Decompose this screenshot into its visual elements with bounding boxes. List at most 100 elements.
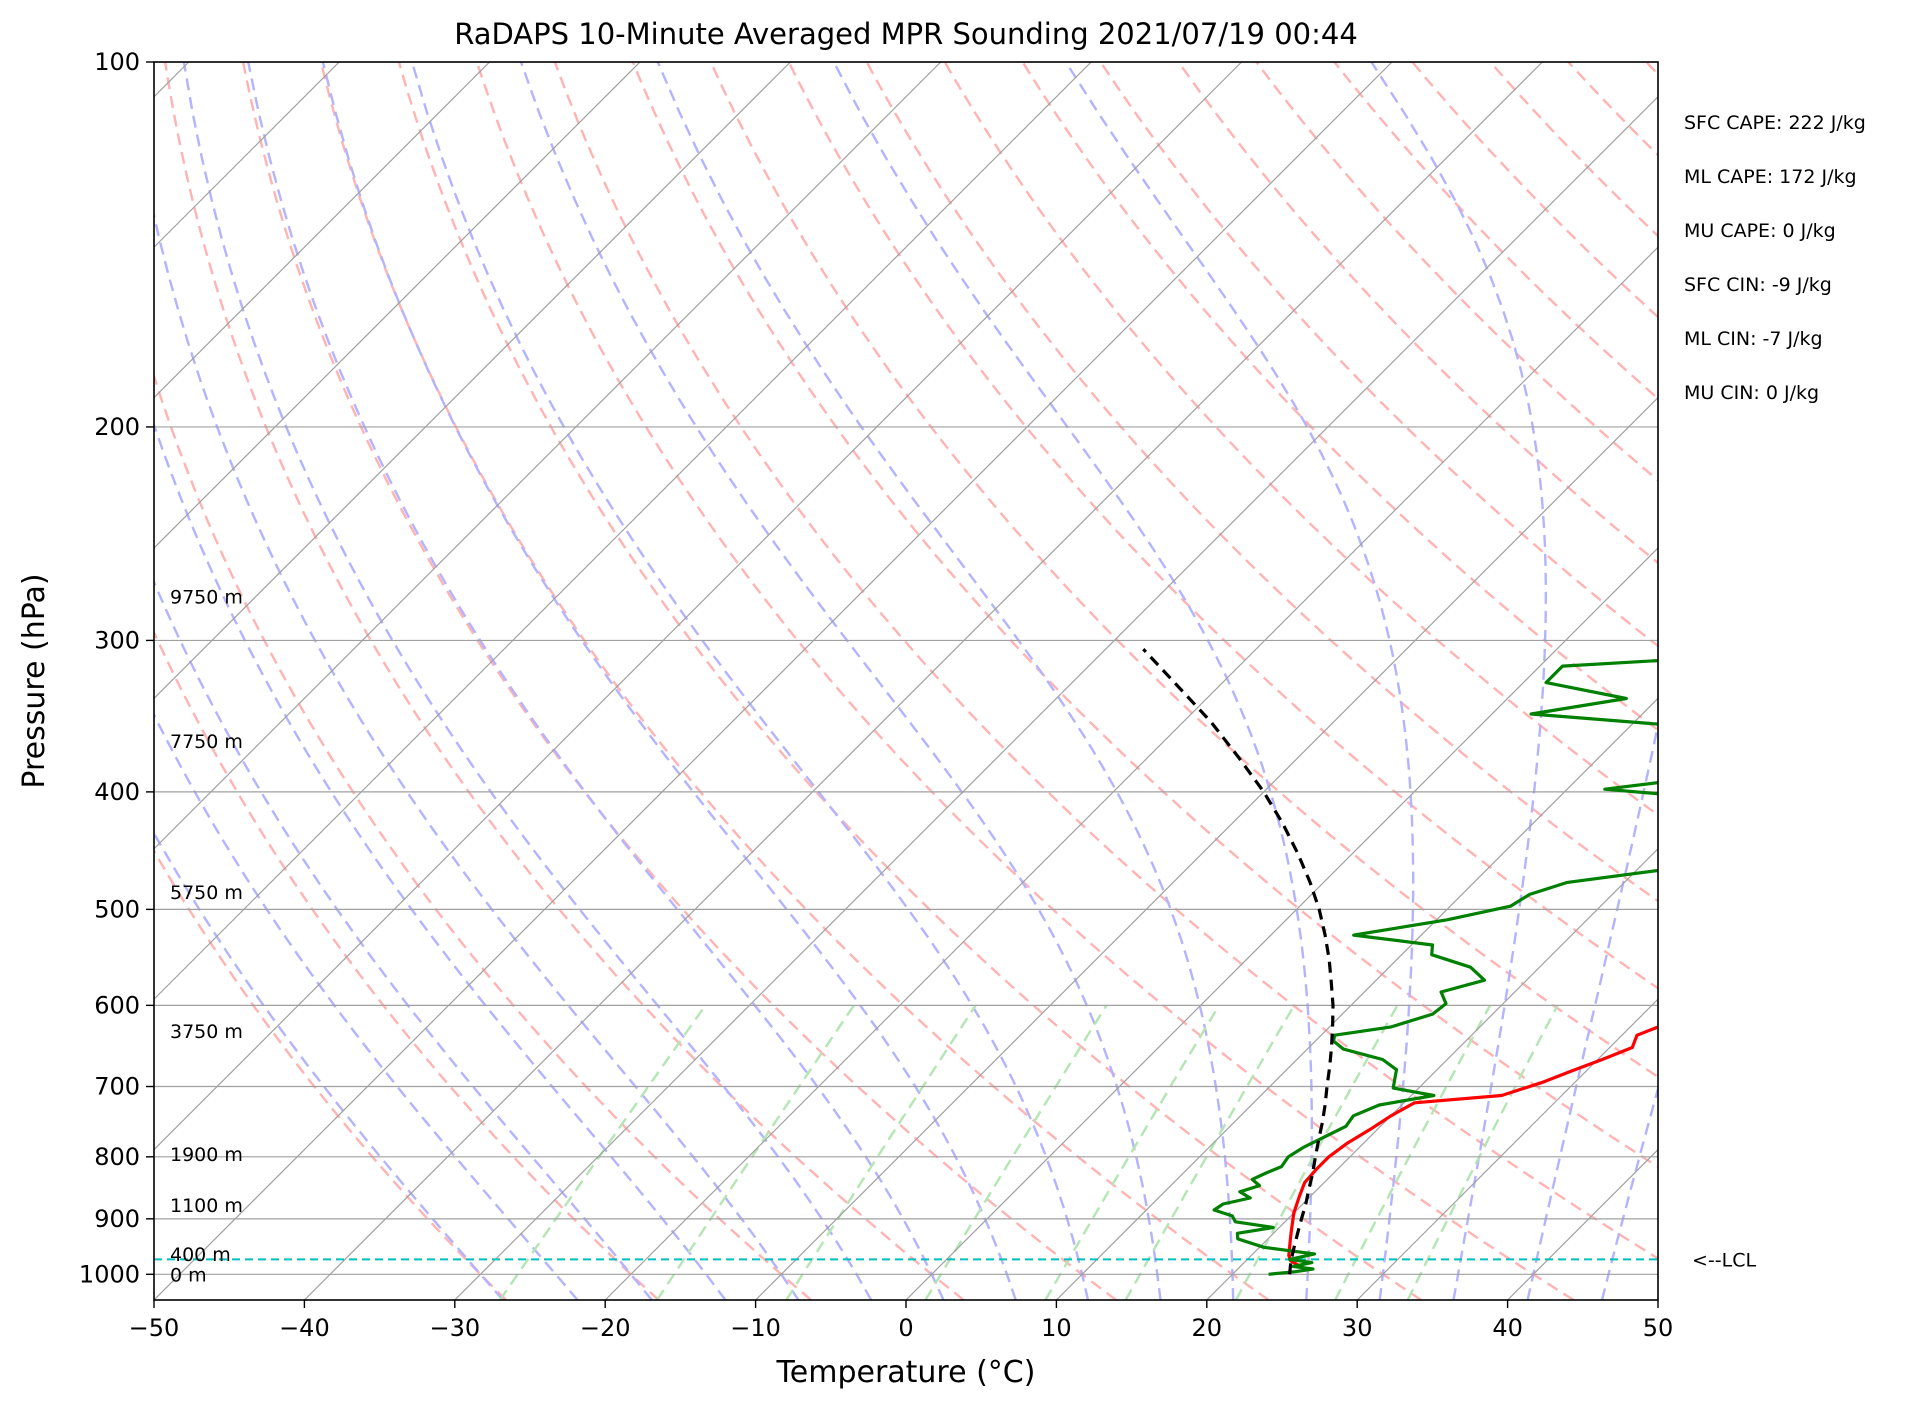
moist-adiabat — [154, 210, 800, 1300]
dry-adiabat — [319, 62, 1270, 1300]
moist-adiabat — [154, 421, 727, 1300]
y-axis-label: Pressure (hPa) — [17, 573, 52, 788]
mixing-ratio-line — [1044, 1004, 1221, 1300]
moist-adiabat — [1526, 719, 1658, 1300]
stat-label: ML CAPE: 172 J/kg — [1684, 166, 1857, 188]
x-axis-label: Temperature (°C) — [776, 1355, 1036, 1390]
dry-adiabat — [163, 62, 965, 1300]
y-tick-label: 700 — [94, 1073, 140, 1101]
x-tick-label: −30 — [429, 1314, 480, 1342]
moist-adiabat — [321, 62, 1017, 1300]
moist-adiabat — [1370, 62, 1547, 1300]
isotherm — [454, 95, 1658, 1300]
dry-adiabat — [1645, 62, 1658, 76]
dry-adiabat — [709, 62, 1658, 1079]
isotherm — [604, 246, 1658, 1300]
dry-adiabat — [241, 62, 1117, 1300]
dry-adiabat — [154, 372, 812, 1300]
isotherm — [154, 62, 491, 399]
stat-label: SFC CAPE: 222 J/kg — [1684, 112, 1866, 134]
x-tick-label: 0 — [898, 1314, 913, 1342]
isotherm — [905, 547, 1658, 1300]
moist-adiabat — [519, 62, 1162, 1300]
height-label: 7750 m — [170, 731, 243, 753]
moist-adiabat — [410, 62, 1090, 1300]
dewpoint-trace — [1212, 658, 1658, 1276]
x-tick-label: −20 — [580, 1314, 631, 1342]
y-tick-label: 600 — [94, 991, 140, 1019]
dry-adiabat — [397, 62, 1422, 1300]
y-tick-label: 400 — [94, 778, 140, 806]
height-label: 0 m — [170, 1264, 207, 1286]
stat-label: MU CAPE: 0 J/kg — [1684, 220, 1836, 242]
isotherm — [154, 62, 791, 700]
moist-adiabat — [1064, 62, 1415, 1300]
dry-adiabat — [1489, 62, 1658, 238]
moist-adiabat — [656, 62, 1235, 1300]
dry-adiabat — [787, 62, 1658, 990]
isotherm — [1206, 847, 1658, 1300]
moist-adiabat — [154, 712, 579, 1300]
stat-label: SFC CIN: -9 J/kg — [1684, 274, 1832, 296]
y-tick-label: 900 — [94, 1205, 140, 1233]
dry-adiabat — [1021, 62, 1658, 732]
temperature-trace — [1287, 1025, 1658, 1271]
x-tick-label: 10 — [1041, 1314, 1072, 1342]
y-tick-label: 500 — [94, 895, 140, 923]
parcel-trace — [1142, 648, 1335, 1275]
moist-adiabat — [154, 830, 504, 1300]
height-label: 3750 m — [170, 1021, 243, 1043]
dry-adiabat — [1567, 62, 1658, 157]
dry-adiabat — [943, 62, 1658, 817]
height-label: 1900 m — [170, 1144, 243, 1166]
moist-adiabat — [832, 62, 1313, 1300]
dry-adiabat — [865, 62, 1658, 903]
x-tick-label: 20 — [1192, 1314, 1223, 1342]
isotherm — [154, 62, 641, 549]
isotherm — [1356, 998, 1658, 1300]
mixing-ratio-line — [1234, 1004, 1399, 1300]
dry-adiabat — [553, 62, 1658, 1260]
x-tick-label: 40 — [1492, 1314, 1523, 1342]
mixing-ratio-line — [1406, 1004, 1559, 1300]
y-tick-label: 100 — [94, 48, 140, 76]
stat-label: MU CIN: 0 J/kg — [1684, 382, 1819, 404]
chart-title: RaDAPS 10-Minute Averaged MPR Sounding 2… — [454, 17, 1358, 51]
isotherm — [1055, 697, 1658, 1300]
mixing-ratio-line — [785, 1004, 977, 1300]
isotherm — [154, 62, 1092, 1001]
x-tick-label: 30 — [1342, 1314, 1373, 1342]
moist-adiabat — [182, 62, 873, 1300]
isotherm — [755, 396, 1658, 1300]
height-label: 9750 m — [170, 587, 243, 609]
x-tick-label: −50 — [129, 1314, 180, 1342]
dry-adiabat — [475, 62, 1575, 1300]
x-tick-label: 50 — [1643, 1314, 1674, 1342]
isotherm — [154, 62, 1393, 1300]
axis-ticks: −50 −40 −30 −20 −10 0 10 20 30 40 50 1000 900 800 700 6… — [79, 48, 1673, 1342]
data-traces — [154, 648, 1658, 1276]
dry-adiabat — [1724, 62, 1911, 1300]
height-label: 400 m — [170, 1244, 231, 1266]
y-tick-label: 200 — [94, 413, 140, 441]
isotherm — [303, 62, 1543, 1300]
background-lines — [154, 62, 1911, 1300]
moist-adiabat — [1600, 1084, 1658, 1300]
stat-label: ML CIN: -7 J/kg — [1684, 328, 1823, 350]
dry-adiabat — [154, 848, 507, 1300]
x-tick-label: −10 — [730, 1314, 781, 1342]
height-label: 5750 m — [170, 882, 243, 904]
dry-adiabat — [1177, 62, 1658, 565]
dry-adiabat — [631, 62, 1658, 1169]
y-tick-label: 300 — [94, 626, 140, 654]
annotations: 9750 m 7750 m 5750 m 3750 m 1900 m 1100 m 400 … — [170, 112, 1866, 1286]
mixing-ratio-line — [656, 1004, 855, 1300]
x-tick-label: −40 — [279, 1314, 330, 1342]
dry-adiabat — [1099, 62, 1658, 648]
moist-adiabat — [247, 62, 945, 1300]
isotherm — [1507, 1148, 1658, 1300]
y-tick-label: 1000 — [79, 1260, 140, 1288]
moist-adiabat — [1677, 62, 1911, 1300]
lcl-label: <--LCL — [1692, 1249, 1756, 1271]
